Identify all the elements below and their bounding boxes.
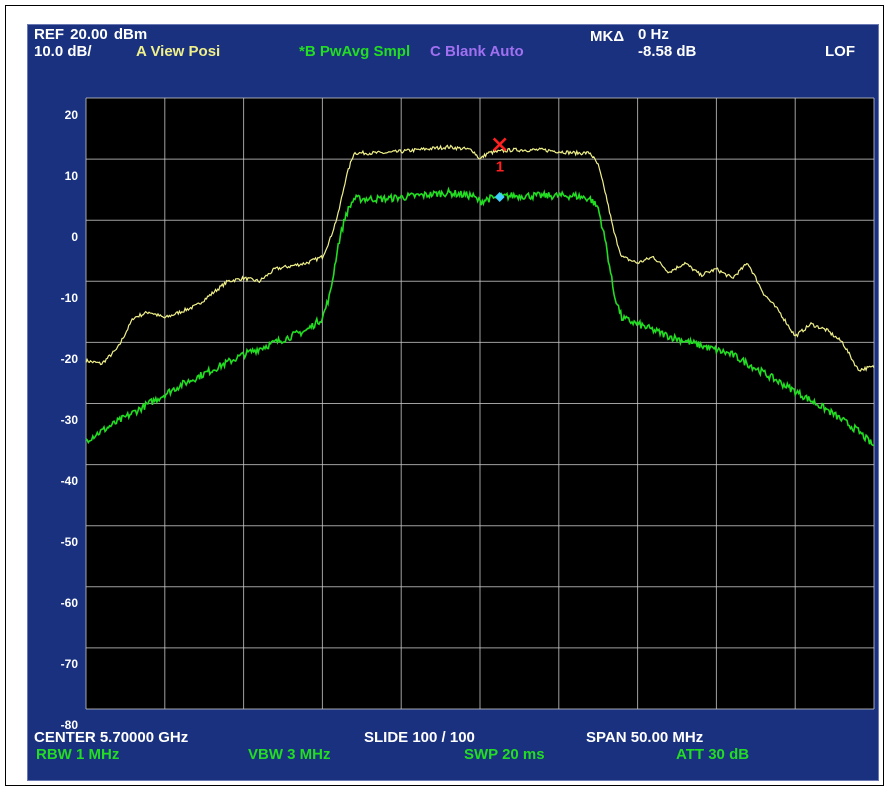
ref-level: REF 20.00 dBm <box>34 26 148 43</box>
y-tick-label: -50 <box>60 535 78 549</box>
trace-c-label: C Blank Auto <box>430 43 524 60</box>
center-frequency: CENTER 5.70000 GHz <box>34 729 189 746</box>
delta-marker-cross <box>492 137 507 152</box>
y-tick-label: -20 <box>60 352 78 366</box>
y-tick-label: -70 <box>60 657 78 671</box>
y-tick-label: 0 <box>71 230 78 244</box>
reference-marker-diamond <box>494 191 505 202</box>
grid <box>85 97 875 710</box>
marker-delta-frequency: 0 Hz <box>638 26 669 43</box>
window-frame: * REF 20.00 dBm 10.0 dB/ A View Posi *B … <box>5 5 884 786</box>
y-tick-label: -30 <box>60 413 78 427</box>
vbw-setting: VBW 3 MHz <box>248 746 331 763</box>
slide-indicator: SLIDE 100 / 100 <box>364 729 475 746</box>
sweep-time-setting: SWP 20 ms <box>464 746 545 763</box>
trace-b-label: *B PwAvg Smpl <box>299 43 411 60</box>
traces <box>85 144 875 447</box>
corner-mark: * <box>35 9 41 24</box>
markers: 1 <box>492 137 507 202</box>
span-setting: SPAN 50.00 MHz <box>586 729 704 746</box>
marker-delta-level: -8.58 dB <box>638 43 697 60</box>
mode-indicator: LOF <box>825 43 855 60</box>
attenuation-setting: ATT 30 dB <box>676 746 750 763</box>
marker-delta-label: MKΔ <box>590 28 625 45</box>
trace-a-label: A View Posi <box>136 43 221 60</box>
y-tick-label: -80 <box>60 718 78 732</box>
scale-per-div: 10.0 dB/ <box>34 43 92 60</box>
y-tick-label: -10 <box>60 291 78 305</box>
rbw-setting: RBW 1 MHz <box>36 746 120 763</box>
spectrum-plot: 1 <box>85 97 875 710</box>
trace-b-line <box>85 186 875 447</box>
analyzer-screen: REF 20.00 dBm 10.0 dB/ A View Posi *B Pw… <box>27 24 879 781</box>
y-tick-label: 20 <box>64 108 78 122</box>
y-tick-label: -60 <box>60 596 78 610</box>
trace-a-line <box>85 144 875 372</box>
y-tick-label: -40 <box>60 474 78 488</box>
y-tick-label: 10 <box>64 169 78 183</box>
delta-marker-label: 1 <box>496 158 504 175</box>
